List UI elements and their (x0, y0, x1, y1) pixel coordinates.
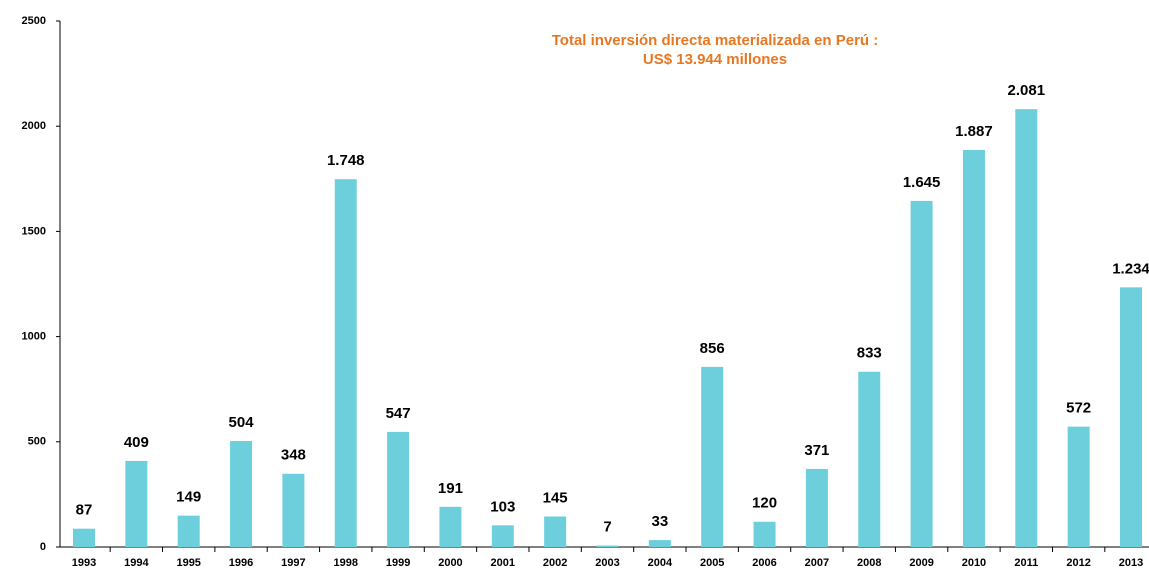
bar (334, 179, 357, 547)
x-tick-label: 2006 (752, 557, 776, 569)
x-tick-label: 2004 (648, 557, 673, 569)
y-tick-label: 1000 (22, 331, 46, 343)
bar (73, 528, 95, 547)
x-tick-label: 2007 (805, 557, 829, 569)
y-tick-label: 500 (28, 436, 46, 448)
value-label: 1.748 (327, 152, 365, 169)
y-tick-label: 0 (40, 541, 46, 553)
bar (648, 540, 671, 547)
bar (1120, 287, 1142, 547)
x-tick-label: 1993 (72, 557, 96, 569)
x-tick-label: 2012 (1066, 557, 1090, 569)
value-label: 87 (76, 502, 93, 519)
y-tick-label: 1500 (22, 225, 46, 237)
value-label: 7 (603, 518, 611, 535)
value-label: 409 (124, 434, 149, 451)
value-label: 547 (386, 405, 411, 422)
value-label: 1.887 (955, 123, 993, 140)
value-label: 371 (804, 442, 829, 459)
bar (753, 521, 776, 547)
value-label: 1.645 (903, 174, 941, 191)
value-label: 33 (652, 513, 669, 530)
value-label: 504 (229, 414, 255, 431)
bar (177, 515, 200, 547)
x-tick-label: 1995 (176, 557, 200, 569)
y-tick-label: 2500 (22, 15, 46, 27)
x-tick-label: 1996 (229, 557, 253, 569)
bar (1067, 426, 1090, 547)
x-tick-label: 1997 (281, 557, 305, 569)
bar (387, 431, 410, 547)
x-tick-label: 1994 (124, 557, 149, 569)
x-tick-label: 2001 (491, 557, 515, 569)
x-tick-label: 2013 (1119, 557, 1143, 569)
value-label: 149 (176, 489, 201, 506)
bar (596, 545, 619, 547)
bar (805, 468, 828, 547)
y-tick-label: 2000 (22, 120, 46, 132)
value-label: 191 (438, 480, 463, 497)
bar (701, 366, 724, 547)
x-tick-label: 2008 (857, 557, 881, 569)
value-label: 1.234 (1112, 260, 1149, 277)
x-tick-label: 2000 (438, 557, 462, 569)
x-tick-label: 2002 (543, 557, 567, 569)
value-label: 103 (490, 498, 515, 515)
bar (544, 516, 567, 547)
bar (439, 506, 462, 547)
x-tick-label: 2010 (962, 557, 986, 569)
value-label: 856 (700, 340, 725, 357)
bar (962, 149, 985, 547)
value-label: 120 (752, 495, 777, 512)
chart-subtitle: US$ 13.944 millones (643, 51, 787, 68)
x-tick-label: 2009 (909, 557, 933, 569)
bar (230, 440, 253, 547)
bar (1015, 109, 1038, 548)
x-tick-label: 1999 (386, 557, 410, 569)
value-label: 572 (1066, 400, 1091, 417)
value-label: 2.081 (1008, 82, 1046, 99)
bar (125, 460, 148, 547)
x-tick-label: 1998 (334, 557, 358, 569)
value-label: 833 (857, 345, 882, 362)
bar (858, 371, 881, 547)
bar (491, 525, 514, 547)
x-tick-label: 2003 (595, 557, 619, 569)
bar (910, 200, 933, 547)
value-label: 145 (543, 489, 568, 506)
x-tick-label: 2011 (1014, 557, 1038, 569)
value-label: 348 (281, 447, 306, 464)
x-tick-label: 2005 (700, 557, 724, 569)
chart-title: Total inversión directa materializada en… (552, 32, 879, 49)
bar (282, 473, 305, 547)
